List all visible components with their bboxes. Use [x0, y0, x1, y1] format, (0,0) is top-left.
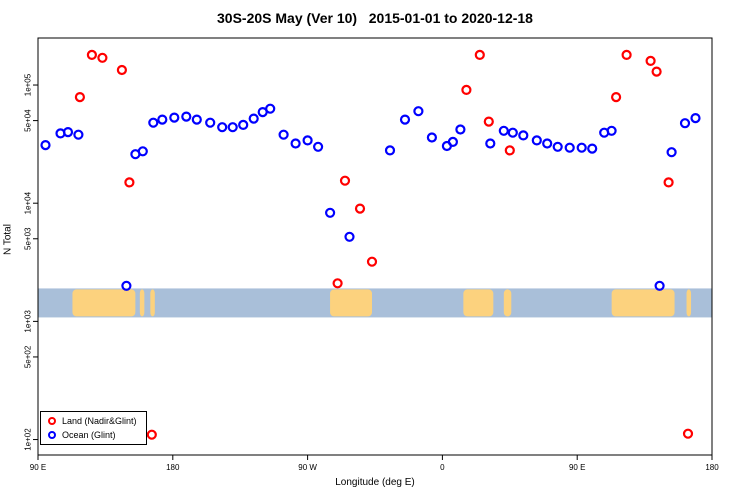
legend-item-land: Land (Nadir&Glint) [48, 416, 137, 426]
data-point-ocean [399, 114, 411, 125]
data-point-ocean [217, 122, 228, 133]
data-point-ocean [325, 207, 336, 218]
map-band-land-segment [503, 289, 512, 317]
legend-label-land: Land (Nadir&Glint) [62, 416, 137, 426]
data-point-land [483, 116, 494, 127]
y-tick-label: 5e+02 [24, 345, 33, 368]
x-tick-label: 180 [166, 463, 180, 472]
data-point-land [124, 177, 135, 188]
data-point-ocean [564, 142, 575, 153]
data-point-ocean [302, 135, 313, 146]
data-point-ocean [181, 111, 192, 122]
data-point-ocean [426, 132, 437, 143]
data-point-ocean [62, 127, 74, 138]
data-point-ocean [313, 141, 324, 152]
data-point-ocean [169, 112, 180, 123]
map-band-land-segment [139, 289, 145, 317]
data-point-ocean [157, 114, 168, 125]
data-point-ocean [121, 280, 132, 291]
data-point-ocean [576, 142, 587, 153]
data-point-ocean [654, 280, 665, 291]
data-point-ocean [690, 112, 701, 124]
chart-title: 30S-20S May (Ver 10) 2015-01-01 to 2020-… [217, 10, 533, 26]
y-tick-label: 1e+02 [24, 428, 33, 451]
data-point-ocean [679, 118, 691, 129]
data-point-land [116, 64, 128, 76]
data-point-land [610, 91, 622, 103]
data-point-land [366, 256, 378, 267]
data-point-ocean [278, 129, 289, 140]
x-tick-label: 90 W [298, 463, 317, 472]
data-point-ocean [137, 146, 148, 157]
map-band-ocean [38, 288, 712, 318]
y-tick-label: 1e+05 [24, 73, 33, 96]
data-point-ocean [542, 138, 553, 149]
data-point-ocean [518, 130, 529, 141]
map-band-land-segment [150, 289, 155, 317]
data-point-land [354, 203, 366, 214]
data-point-land [74, 91, 86, 103]
data-point-ocean [205, 117, 216, 128]
data-point-land [474, 49, 485, 61]
data-point-land [86, 49, 98, 61]
y-tick-label: 5e+04 [24, 109, 33, 132]
data-point-land [621, 49, 632, 61]
data-point-land [682, 428, 694, 439]
data-point-land [663, 177, 674, 188]
data-point-land [146, 429, 157, 440]
data-point-land [461, 84, 472, 96]
data-point-ocean [531, 135, 542, 146]
map-band-land-segment [686, 289, 692, 317]
map-band-land-segment [463, 289, 494, 317]
plot-border [37, 37, 713, 456]
data-point-ocean [507, 127, 518, 138]
data-point-ocean [73, 129, 84, 140]
map-band-land-segment [72, 289, 136, 317]
data-point-ocean [485, 138, 496, 149]
data-point-ocean [191, 114, 202, 125]
y-tick-label: 1e+03 [24, 310, 33, 333]
data-point-ocean [413, 106, 424, 117]
data-point-land [651, 66, 662, 77]
land-marker-icon [48, 417, 56, 425]
data-point-ocean [498, 125, 509, 136]
data-point-land [339, 175, 351, 186]
map-band-land-segment [611, 289, 675, 317]
x-tick-label: 90 E [30, 463, 46, 472]
data-point-ocean [455, 124, 466, 135]
x-tick-label: 0 [440, 463, 445, 472]
data-point-ocean [384, 145, 396, 156]
data-point-ocean [552, 141, 563, 152]
data-point-ocean [265, 103, 276, 114]
data-point-ocean [148, 117, 159, 128]
data-point-ocean [344, 231, 355, 242]
legend: Land (Nadir&Glint) Ocean (Glint) [40, 411, 147, 445]
x-axis-label: Longitude (deg E) [335, 477, 415, 488]
data-point-ocean [40, 140, 51, 151]
y-tick-label: 5e+03 [24, 227, 33, 250]
data-point-ocean [248, 113, 259, 124]
legend-label-ocean: Ocean (Glint) [62, 430, 116, 440]
data-point-ocean [238, 119, 249, 131]
data-point-ocean [447, 136, 458, 147]
data-point-land [332, 278, 343, 289]
ocean-marker-icon [48, 431, 56, 439]
data-point-ocean [290, 138, 301, 149]
data-point-ocean [666, 147, 677, 158]
data-point-ocean [227, 122, 238, 133]
x-tick-label: 90 E [569, 463, 585, 472]
data-point-ocean [606, 125, 617, 136]
y-axis-label: N Total [2, 224, 14, 255]
map-band-land-segment [330, 289, 373, 317]
x-tick-label: 180 [705, 463, 719, 472]
legend-item-ocean: Ocean (Glint) [48, 430, 137, 440]
data-point-land [97, 52, 108, 63]
data-point-land [645, 55, 656, 67]
data-point-land [504, 145, 515, 156]
y-tick-label: 1e+04 [24, 191, 33, 214]
data-point-ocean [587, 143, 598, 154]
